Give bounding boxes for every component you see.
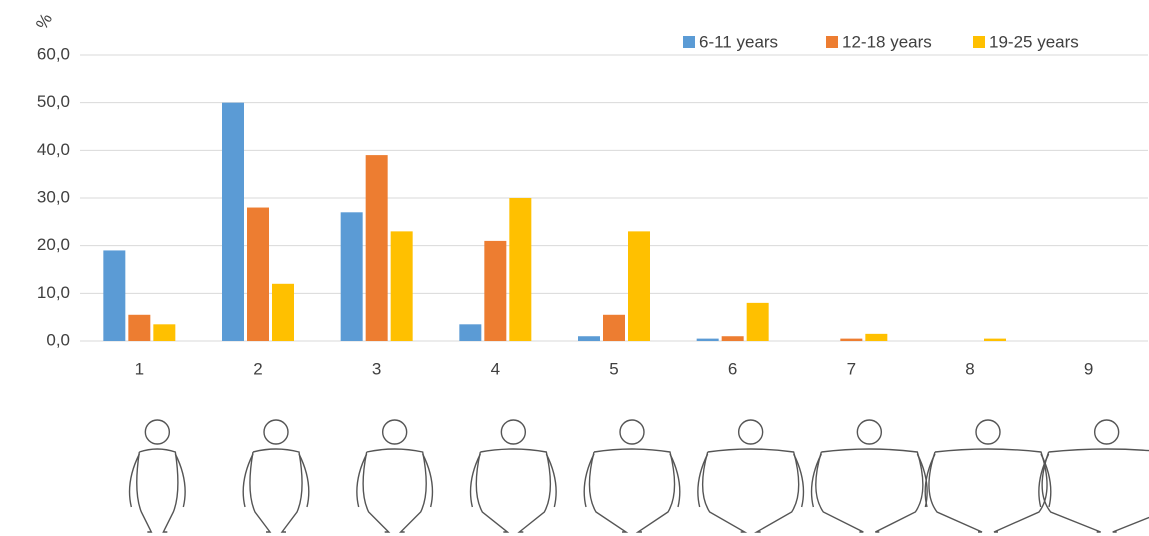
bar	[484, 240, 507, 341]
figure-arms	[924, 453, 1052, 508]
figure-arms	[128, 453, 186, 508]
x-tick-label: 9	[1084, 359, 1093, 378]
legend-swatch	[826, 36, 838, 48]
figure-head	[263, 419, 289, 445]
bar	[578, 336, 600, 341]
figure-arms	[242, 453, 310, 508]
bar	[390, 231, 413, 341]
figure-body	[362, 448, 427, 533]
bar	[340, 212, 363, 341]
figure-body	[815, 448, 924, 533]
figure-body	[249, 448, 303, 533]
y-tick-label: 40,0	[37, 140, 70, 159]
bar	[128, 314, 151, 341]
figure-head	[975, 419, 1001, 445]
y-tick-label: 60,0	[37, 44, 70, 63]
y-axis-label: %	[32, 10, 56, 33]
legend-swatch	[683, 36, 695, 48]
bar	[365, 155, 388, 341]
bar	[628, 231, 650, 341]
bar	[509, 198, 532, 341]
bar	[247, 207, 269, 341]
figure-arms	[810, 453, 928, 508]
figure-body	[1041, 448, 1149, 533]
figure-head	[619, 419, 645, 445]
bar	[840, 338, 863, 341]
figure-arms	[356, 453, 434, 508]
figure-head	[1093, 419, 1120, 445]
x-tick-label: 2	[253, 359, 262, 378]
x-tick-label: 6	[728, 359, 737, 378]
bar	[865, 333, 888, 341]
y-tick-label: 0,0	[46, 330, 70, 349]
figure-body	[136, 448, 179, 533]
legend-label: 12-18 years	[842, 32, 932, 51]
figure-head	[500, 419, 527, 445]
figure-head	[856, 419, 883, 445]
bar	[721, 336, 744, 341]
figure-body	[928, 448, 1048, 533]
x-tick-label: 4	[491, 359, 500, 378]
bar	[103, 250, 126, 341]
bar	[153, 324, 176, 341]
figure-arms	[469, 453, 557, 508]
bar	[696, 338, 719, 341]
x-tick-label: 8	[965, 359, 974, 378]
figure-head	[381, 419, 408, 445]
bar	[272, 283, 294, 341]
y-tick-label: 30,0	[37, 187, 70, 206]
figure-body	[475, 448, 552, 533]
x-tick-label: 5	[609, 359, 618, 378]
bar	[984, 338, 1006, 341]
x-tick-label: 3	[372, 359, 381, 378]
figure-arms	[583, 453, 681, 508]
body-figures	[128, 419, 1149, 533]
y-tick-label: 50,0	[37, 92, 70, 111]
figure-head	[144, 419, 171, 445]
x-tick-label: 1	[135, 359, 144, 378]
y-tick-label: 20,0	[37, 235, 70, 254]
figure-head	[737, 419, 764, 445]
legend-label: 19-25 years	[989, 32, 1079, 51]
figure-arms	[1038, 453, 1050, 508]
bar	[746, 302, 769, 341]
legend-swatch	[973, 36, 985, 48]
bar	[603, 314, 625, 341]
x-tick-label: 7	[847, 359, 856, 378]
figure-arms	[697, 453, 805, 508]
bar	[222, 102, 244, 342]
figure-body	[701, 448, 800, 533]
bar	[459, 324, 482, 341]
legend-label: 6-11 years	[699, 32, 778, 51]
y-tick-label: 10,0	[37, 283, 70, 302]
figure-body	[588, 448, 676, 533]
